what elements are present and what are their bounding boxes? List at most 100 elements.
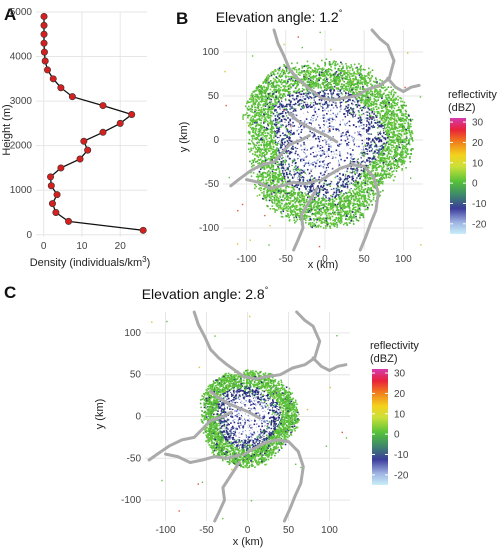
radar-pixel — [252, 159, 255, 162]
radar-pixel — [277, 148, 280, 150]
radar-pixel — [275, 148, 278, 151]
radar-pixel — [293, 135, 295, 137]
radar-pixel — [353, 144, 355, 146]
radar-pixel — [275, 123, 278, 126]
radar-pixel — [329, 121, 332, 124]
radar-pixel — [376, 81, 378, 83]
radar-pixel — [398, 118, 400, 121]
radar-pixel — [364, 133, 366, 136]
radar-pixel — [350, 202, 352, 205]
radar-pixel — [385, 101, 388, 103]
radar-pixel — [312, 119, 314, 122]
radar-pixel — [270, 115, 273, 117]
radar-pixel — [302, 158, 304, 160]
radar-pixel — [325, 76, 328, 79]
radar-pixel — [373, 119, 376, 122]
radar-pixel — [341, 115, 343, 118]
radar-pixel — [349, 146, 352, 149]
radar-pixel — [279, 160, 282, 163]
radar-pixel — [403, 120, 405, 122]
radar-pixel — [359, 190, 361, 193]
radar-pixel — [296, 169, 298, 172]
radar-pixel — [405, 147, 407, 150]
radar-pixel — [312, 182, 315, 185]
panel-b-reflectivity-map: Elevation angle: 1.2° -100 -50 0 50 100 -100… — [178, 8, 497, 271]
radar-pixel — [297, 162, 300, 165]
radar-pixel — [386, 114, 388, 116]
radar-pixel — [307, 132, 310, 135]
radar-pixel — [296, 62, 299, 64]
radar-pixel — [352, 202, 354, 205]
radar-pixel — [294, 66, 297, 69]
radar-pixel — [375, 126, 377, 129]
radar-pixel — [387, 158, 390, 160]
radar-pixel — [323, 204, 325, 206]
radar-pixel — [351, 176, 353, 178]
radar-pixel — [361, 74, 364, 77]
radar-pixel — [344, 164, 347, 166]
radar-pixel — [402, 104, 405, 106]
radar-pixel — [308, 219, 311, 221]
radar-pixel — [366, 84, 368, 87]
radar-pixel — [280, 207, 282, 210]
radar-pixel — [323, 92, 325, 94]
radar-pixel — [357, 131, 359, 133]
radar-pixel — [261, 156, 263, 158]
radar-pixel — [379, 182, 381, 185]
radar-pixel — [305, 105, 308, 107]
radar-pixel — [397, 138, 400, 141]
radar-pixel — [289, 78, 292, 81]
radar-pixel — [329, 180, 331, 182]
radar-pixel — [265, 179, 268, 182]
radar-pixel — [302, 180, 305, 183]
radar-pixel — [321, 176, 323, 179]
radar-pixel — [398, 135, 401, 138]
radar-pixel — [365, 94, 368, 97]
radar-pixel — [309, 206, 312, 208]
radar-pixel — [367, 82, 370, 84]
radar-pixel — [345, 222, 348, 224]
radar-pixel — [389, 153, 392, 155]
radar-pixel — [293, 219, 296, 221]
radar-pixel — [358, 207, 361, 210]
radar-pixel — [289, 95, 291, 98]
radar-pixel — [325, 214, 328, 217]
radar-pixel — [354, 136, 356, 138]
radar-pixel — [316, 71, 318, 73]
radar-pixel — [361, 132, 364, 134]
radar-pixel — [329, 159, 331, 161]
radar-pixel — [273, 130, 275, 133]
radar-pixel — [349, 186, 351, 189]
radar-pixel — [310, 161, 312, 163]
radar-pixel — [353, 101, 355, 104]
radar-pixel — [287, 123, 290, 126]
radar-pixel — [345, 121, 347, 124]
radar-pixel — [386, 140, 388, 143]
radar-pixel — [322, 227, 325, 229]
radar-pixel — [386, 116, 389, 118]
radar-pixel — [282, 169, 284, 171]
radar-pixel — [386, 155, 388, 158]
radar-pixel — [272, 177, 275, 180]
radar-pixel — [274, 129, 277, 132]
radar-pixel — [270, 181, 272, 184]
radar-pixel — [401, 150, 403, 153]
radar-pixel — [383, 159, 386, 161]
radar-pixel — [300, 124, 303, 127]
radar-pixel — [306, 184, 308, 187]
radar-pixel — [309, 104, 312, 106]
radar-pixel — [256, 112, 259, 114]
radar-pixel — [317, 195, 320, 197]
radar-pixel — [396, 130, 398, 132]
radar-pixel — [338, 146, 341, 149]
radar-pixel — [379, 117, 381, 119]
radar-pixel — [394, 126, 397, 128]
radar-pixel — [379, 152, 382, 155]
radar-pixel — [262, 98, 264, 100]
radar-pixel — [274, 156, 277, 158]
radar-pixel — [379, 90, 382, 93]
radar-pixel — [294, 205, 296, 208]
radar-pixel — [344, 183, 347, 185]
radar-pixel — [259, 85, 261, 88]
radar-pixel — [254, 116, 256, 118]
